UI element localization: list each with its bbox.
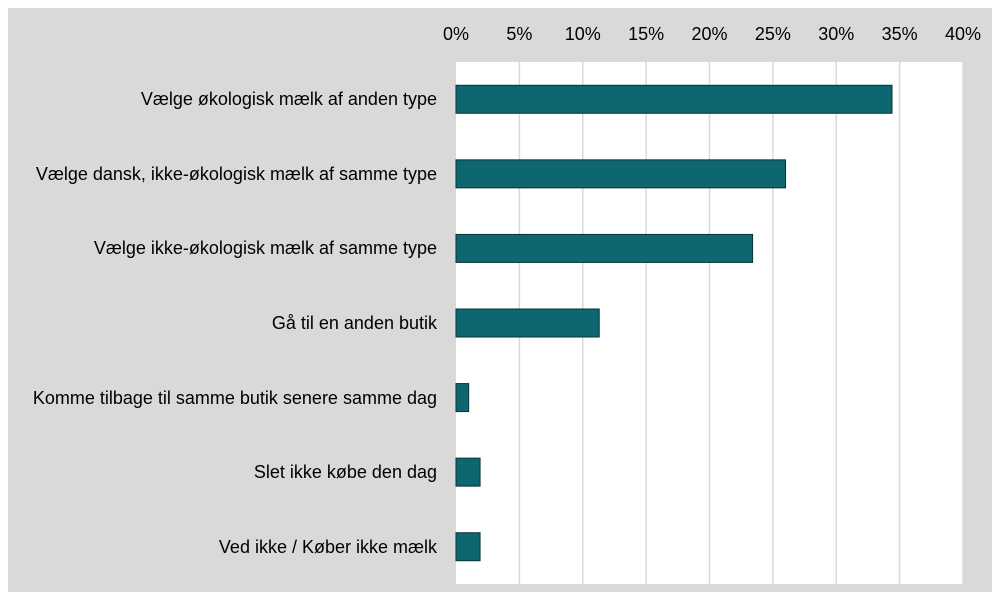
x-tick-label: 20% bbox=[691, 24, 727, 44]
category-text: Vælge dansk, ikke-økologisk mælk af samm… bbox=[35, 163, 437, 184]
x-tick-label: 15% bbox=[628, 24, 664, 44]
y-tick-label: Ved ikke / Køber ikke mælk bbox=[17, 536, 437, 558]
y-tick-label: Vælge dansk, ikke-økologisk mælk af samm… bbox=[17, 163, 437, 185]
category-text: Slet ikke købe den dag bbox=[253, 462, 437, 483]
category-text: Ved ikke / Køber ikke mælk bbox=[218, 536, 437, 557]
bar bbox=[455, 308, 600, 338]
x-tick-label: 0% bbox=[443, 24, 469, 44]
category-text: Gå til en anden butik bbox=[271, 313, 437, 333]
bar bbox=[455, 84, 893, 114]
x-tick-label: 25% bbox=[755, 24, 791, 44]
y-tick-label: Vælge økologisk mælk af anden type bbox=[17, 88, 437, 110]
bar bbox=[455, 383, 470, 413]
category-text: Vælge økologisk mælk af anden type bbox=[140, 89, 437, 110]
x-tick-label: 10% bbox=[565, 24, 601, 44]
x-tick-label: 5% bbox=[506, 24, 532, 44]
x-tick-label: 35% bbox=[882, 24, 918, 44]
x-tick-label: 40% bbox=[945, 24, 981, 44]
x-tick-label: 30% bbox=[818, 24, 854, 44]
y-tick-label: Slet ikke købe den dag bbox=[17, 461, 437, 483]
bar bbox=[455, 457, 481, 487]
bar bbox=[455, 233, 754, 263]
y-tick-label: Vælge ikke-økologisk mælk af samme type bbox=[17, 237, 437, 259]
category-text: Komme tilbage til samme butik senere sam… bbox=[32, 387, 437, 408]
y-tick-label: Gå til en anden butik bbox=[17, 312, 437, 334]
y-tick-label: Komme tilbage til samme butik senere sam… bbox=[17, 387, 437, 409]
bar bbox=[455, 532, 481, 562]
bar bbox=[455, 159, 787, 189]
category-text: Vælge ikke-økologisk mælk af samme type bbox=[93, 238, 437, 259]
